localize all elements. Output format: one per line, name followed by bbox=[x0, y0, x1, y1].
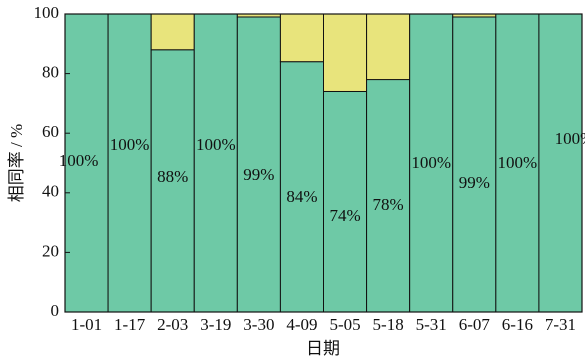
value-label: 88% bbox=[157, 167, 188, 186]
y-tick-label: 80 bbox=[42, 63, 59, 82]
x-tick-label: 5-31 bbox=[416, 315, 447, 334]
x-tick-label: 2-03 bbox=[157, 315, 188, 334]
y-tick-label: 20 bbox=[42, 241, 59, 260]
bar-segment bbox=[409, 13, 454, 313]
bar-segment bbox=[323, 13, 368, 92]
x-tick-label: 3-30 bbox=[243, 315, 274, 334]
value-label: 74% bbox=[329, 206, 360, 225]
plot-frame bbox=[64, 13, 583, 313]
x-tick-label: 1-17 bbox=[114, 315, 146, 334]
value-label: 100% bbox=[555, 129, 585, 148]
bar-segment bbox=[366, 13, 411, 81]
bar-segment bbox=[150, 13, 195, 51]
x-tick-label: 1-01 bbox=[71, 315, 102, 334]
value-label: 100% bbox=[196, 135, 236, 154]
bar-segment bbox=[193, 13, 238, 313]
x-tick-label: 3-19 bbox=[200, 315, 231, 334]
y-tick-label: 100 bbox=[34, 3, 60, 22]
x-tick-label: 4-09 bbox=[286, 315, 317, 334]
bar-segment bbox=[64, 13, 109, 313]
x-tick-label: 5-18 bbox=[373, 315, 404, 334]
bar-segment bbox=[452, 16, 497, 313]
value-label: 99% bbox=[243, 165, 274, 184]
value-label: 100% bbox=[110, 135, 150, 154]
x-tick-label: 6-07 bbox=[459, 315, 491, 334]
y-axis-label: 相同率 / % bbox=[7, 124, 26, 202]
value-label: 78% bbox=[373, 195, 404, 214]
x-tick-label: 6-16 bbox=[502, 315, 533, 334]
x-tick-label: 7-31 bbox=[545, 315, 576, 334]
bar-segment bbox=[538, 13, 583, 313]
bar-segment bbox=[323, 90, 368, 313]
y-tick-label: 0 bbox=[51, 301, 60, 320]
y-tick-label: 60 bbox=[42, 122, 59, 141]
y-tick-label: 40 bbox=[42, 182, 59, 201]
value-label: 99% bbox=[459, 173, 490, 192]
value-label: 100% bbox=[59, 151, 99, 170]
x-axis-label: 日期 bbox=[306, 339, 340, 358]
bar-segment bbox=[107, 13, 152, 313]
x-tick-label: 5-05 bbox=[329, 315, 360, 334]
value-label: 100% bbox=[498, 153, 538, 172]
value-label: 100% bbox=[411, 153, 451, 172]
bar-segment bbox=[150, 49, 195, 313]
value-label: 84% bbox=[286, 187, 317, 206]
bar-segment bbox=[279, 13, 324, 63]
